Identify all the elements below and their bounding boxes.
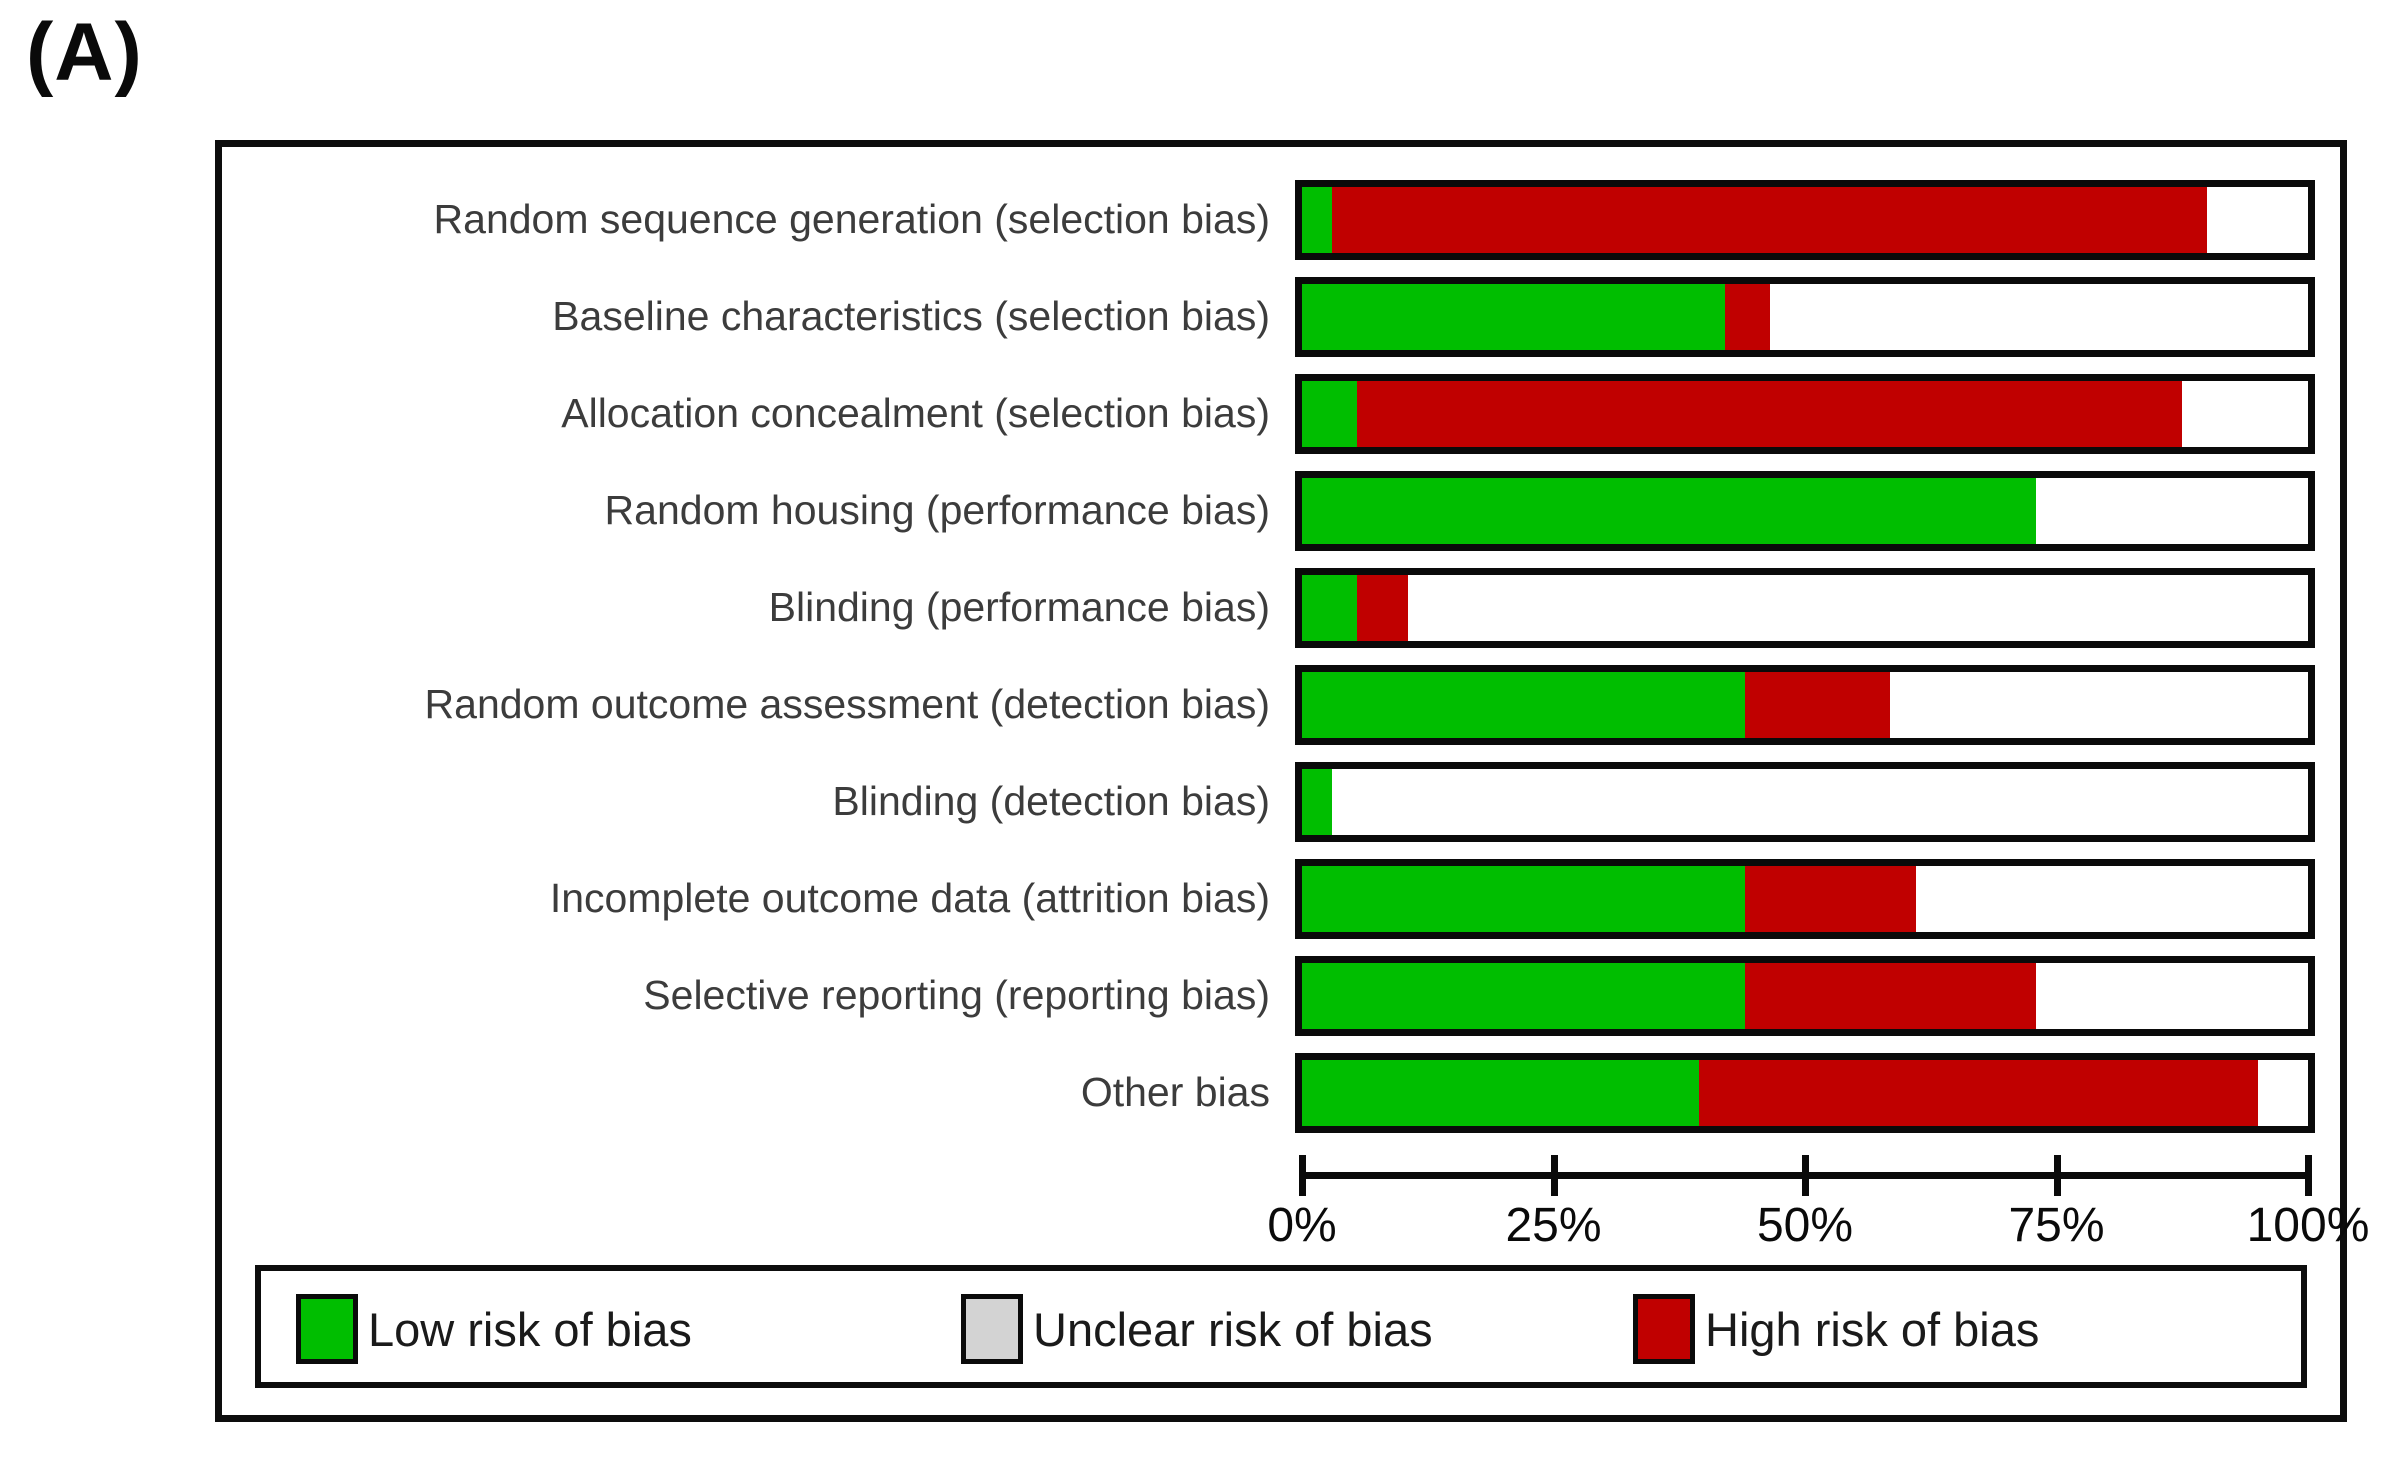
bar-segment — [1302, 769, 1333, 835]
row-label: Random housing (performance bias) — [604, 487, 1270, 533]
bar-segment — [1769, 284, 2308, 350]
bar-segment — [2207, 187, 2308, 253]
bar — [1295, 180, 2315, 260]
row-label: Baseline characteristics (selection bias… — [552, 293, 1270, 339]
legend-item: High risk of bias — [1633, 1294, 2039, 1364]
bar-segment — [1724, 284, 1770, 350]
bar-segment — [1357, 575, 1408, 641]
bar-segment — [1915, 866, 2308, 932]
legend-label: High risk of bias — [1705, 1302, 2040, 1356]
row-label: Random outcome assessment (detection bia… — [424, 681, 1270, 727]
bar — [1295, 277, 2315, 357]
panel-label: (A) — [26, 7, 143, 98]
bar-segment — [1302, 381, 1358, 447]
bar-segment — [1302, 284, 1725, 350]
axis-tick — [1802, 1155, 1809, 1196]
bar — [1295, 568, 2315, 648]
legend-frame — [255, 1265, 2307, 1388]
row-label: Blinding (performance bias) — [768, 584, 1270, 630]
bar-segment — [1332, 187, 2208, 253]
row-label: Random sequence generation (selection bi… — [433, 196, 1270, 242]
bar-segment — [2036, 478, 2308, 544]
bar — [1295, 956, 2315, 1036]
bar-segment — [1744, 866, 1916, 932]
row-label: Selective reporting (reporting bias) — [643, 972, 1270, 1018]
legend-label: Low risk of bias — [368, 1302, 692, 1356]
axis-tick-label: 100% — [2246, 1199, 2370, 1252]
bar-segment — [1332, 769, 2308, 835]
row-label: Other bias — [1080, 1069, 1270, 1115]
bar-segment — [1744, 963, 2037, 1029]
axis-tick-label: 25% — [1505, 1199, 1602, 1252]
legend-item: Low risk of bias — [296, 1294, 692, 1364]
bar — [1295, 762, 2315, 842]
legend-swatch — [1633, 1294, 1695, 1364]
bar-segment — [1357, 381, 2183, 447]
legend-label: Unclear risk of bias — [1033, 1302, 1433, 1356]
bar — [1295, 471, 2315, 551]
bar-segment — [2182, 381, 2308, 447]
bar-segment — [2257, 1060, 2308, 1126]
bar-segment — [1302, 672, 1745, 738]
bar-segment — [1302, 575, 1358, 641]
axis-tick — [2053, 1155, 2061, 1196]
row-label: Incomplete outcome data (attrition bias) — [549, 875, 1270, 921]
bar-segment — [1302, 187, 1333, 253]
legend-item: Unclear risk of bias — [961, 1294, 1433, 1364]
bar-segment — [1302, 478, 2037, 544]
bar-segment — [2036, 963, 2308, 1029]
axis-tick-label: 50% — [1756, 1199, 1854, 1252]
axis-tick-label: 0% — [1267, 1199, 1337, 1252]
bar-segment — [1699, 1060, 2258, 1126]
axis-tick-label: 75% — [2008, 1199, 2105, 1252]
bar-segment — [1302, 963, 1745, 1029]
row-label: Allocation concealment (selection bias) — [561, 390, 1270, 436]
legend-swatch — [296, 1294, 358, 1364]
bar-segment — [1890, 672, 2308, 738]
axis-tick — [1550, 1155, 1558, 1196]
axis-tick — [2305, 1155, 2312, 1196]
bar-segment — [1744, 672, 1891, 738]
bar — [1295, 859, 2315, 939]
bar — [1295, 374, 2315, 454]
bar — [1295, 665, 2315, 745]
bar-segment — [1302, 1060, 1700, 1126]
row-label: Blinding (detection bias) — [832, 778, 1270, 824]
bar-segment — [1407, 575, 2308, 641]
bar-segment — [1302, 866, 1745, 932]
bar — [1295, 1053, 2315, 1133]
legend-swatch — [961, 1294, 1023, 1364]
axis-tick — [1299, 1155, 1306, 1196]
